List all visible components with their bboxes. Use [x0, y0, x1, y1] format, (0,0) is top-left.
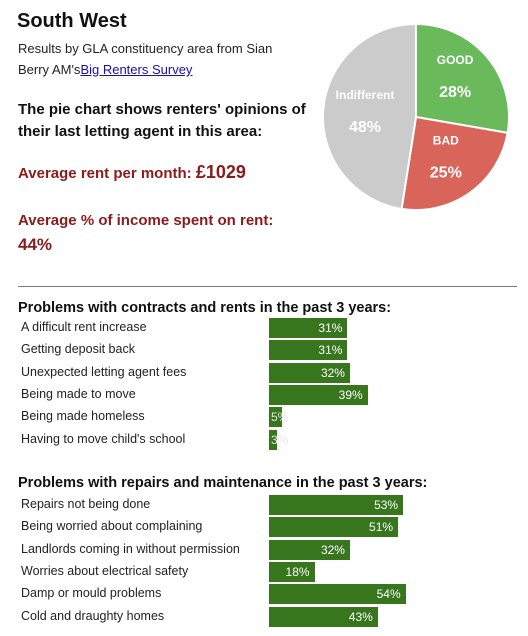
contracts-value: 5%: [271, 410, 289, 425]
contracts-bar: [269, 318, 348, 338]
pie-chart-description: The pie chart shows renters' opinions of…: [18, 101, 306, 140]
contracts-row: Being made homeless 5%: [0, 407, 528, 429]
repairs-row: Damp or mould problems 54%: [0, 584, 528, 606]
pie-slice-indifferent: [322, 22, 417, 211]
contracts-label: Having to move child's school: [21, 431, 186, 446]
repairs-row: Being worried about complaining 51%: [0, 517, 528, 539]
contracts-label: Getting deposit back: [21, 342, 135, 357]
repairs-row: Cold and draughty homes 43%: [0, 606, 528, 629]
pie-value-bad: 25%: [430, 165, 462, 182]
pie-slice-good: [415, 22, 510, 134]
repairs-bar: [269, 606, 378, 627]
repairs-label: Repairs not being done: [21, 497, 151, 511]
average-rent-value: £1029: [195, 162, 246, 182]
contracts-label: Unexpected letting agent fees: [21, 364, 187, 379]
repairs-bar: [269, 495, 404, 515]
contracts-label: Being made homeless: [21, 409, 145, 424]
repairs-bar: [269, 539, 350, 560]
contracts-value: 31%: [318, 321, 343, 335]
letting-agent-opinion-pie: GOOD 28% BAD 25% Indifferent 48%: [322, 22, 510, 211]
pie-label-indifferent: Indifferent: [336, 88, 395, 102]
contracts-label: A difficult rent increase: [21, 320, 147, 334]
repairs-value: 18%: [285, 564, 310, 579]
contracts-value: 32%: [320, 365, 345, 380]
repairs-row: Repairs not being done 53%: [0, 495, 528, 517]
contracts-bar: [269, 384, 368, 405]
contracts-value: 39%: [338, 387, 363, 402]
subtitle-text: Results by GLA constituency area from Si…: [18, 41, 273, 77]
repairs-label: Worries about electrical safety: [21, 563, 189, 578]
contracts-bar: [269, 362, 350, 383]
repairs-value: 54%: [376, 587, 401, 602]
repairs-bar: [269, 584, 406, 605]
region-title: South West: [17, 10, 127, 32]
pie-label-bad: BAD: [433, 134, 459, 148]
pie-value-indifferent: 48%: [349, 119, 381, 136]
contracts-row: Unexpected letting agent fees 32%: [0, 362, 528, 385]
repairs-value: 32%: [320, 542, 345, 557]
contracts-value: 3%: [271, 432, 289, 447]
repairs-section-heading: Problems with repairs and maintenance in…: [18, 475, 428, 491]
contracts-row: Having to move child's school 3%: [0, 429, 528, 452]
contracts-row: A difficult rent increase 31%: [0, 318, 528, 340]
section-divider: [18, 286, 517, 287]
income-share-label: Average % of income spent on rent:: [18, 212, 274, 229]
repairs-label: Damp or mould problems: [21, 586, 162, 601]
contracts-label: Being made to move: [21, 386, 136, 401]
pie-value-good: 28%: [439, 84, 471, 101]
subtitle: Results by GLA constituency area from Si…: [18, 38, 288, 80]
contracts-bar: [269, 429, 277, 450]
contracts-bar: [269, 340, 348, 361]
repairs-row: Worries about electrical safety 18%: [0, 561, 528, 584]
repairs-value: 53%: [374, 498, 399, 512]
average-rent: Average rent per month: £1029: [18, 162, 246, 183]
repairs-label: Being worried about complaining: [21, 519, 203, 534]
repairs-bar: [269, 517, 398, 538]
big-renters-survey-link[interactable]: Big Renters Survey: [80, 62, 193, 77]
repairs-row: Landlords coming in without permission 32…: [0, 539, 528, 562]
pie-label-good: GOOD: [437, 53, 474, 67]
repairs-bar: [269, 561, 315, 582]
contracts-row: Being made to move 39%: [0, 384, 528, 407]
contracts-bar: [269, 407, 282, 428]
contracts-value: 31%: [318, 343, 343, 358]
pie-slice-bad: [400, 115, 509, 211]
repairs-label: Landlords coming in without permission: [21, 541, 240, 556]
income-share-value: 44%: [18, 235, 53, 254]
repairs-value: 51%: [369, 520, 394, 535]
repairs-value: 43%: [348, 609, 373, 624]
contracts-section-heading: Problems with contracts and rents in the…: [18, 300, 392, 316]
repairs-label: Cold and draughty homes: [21, 608, 165, 623]
average-rent-label: Average rent per month:: [18, 165, 192, 182]
contracts-row: Getting deposit back 31%: [0, 340, 528, 362]
